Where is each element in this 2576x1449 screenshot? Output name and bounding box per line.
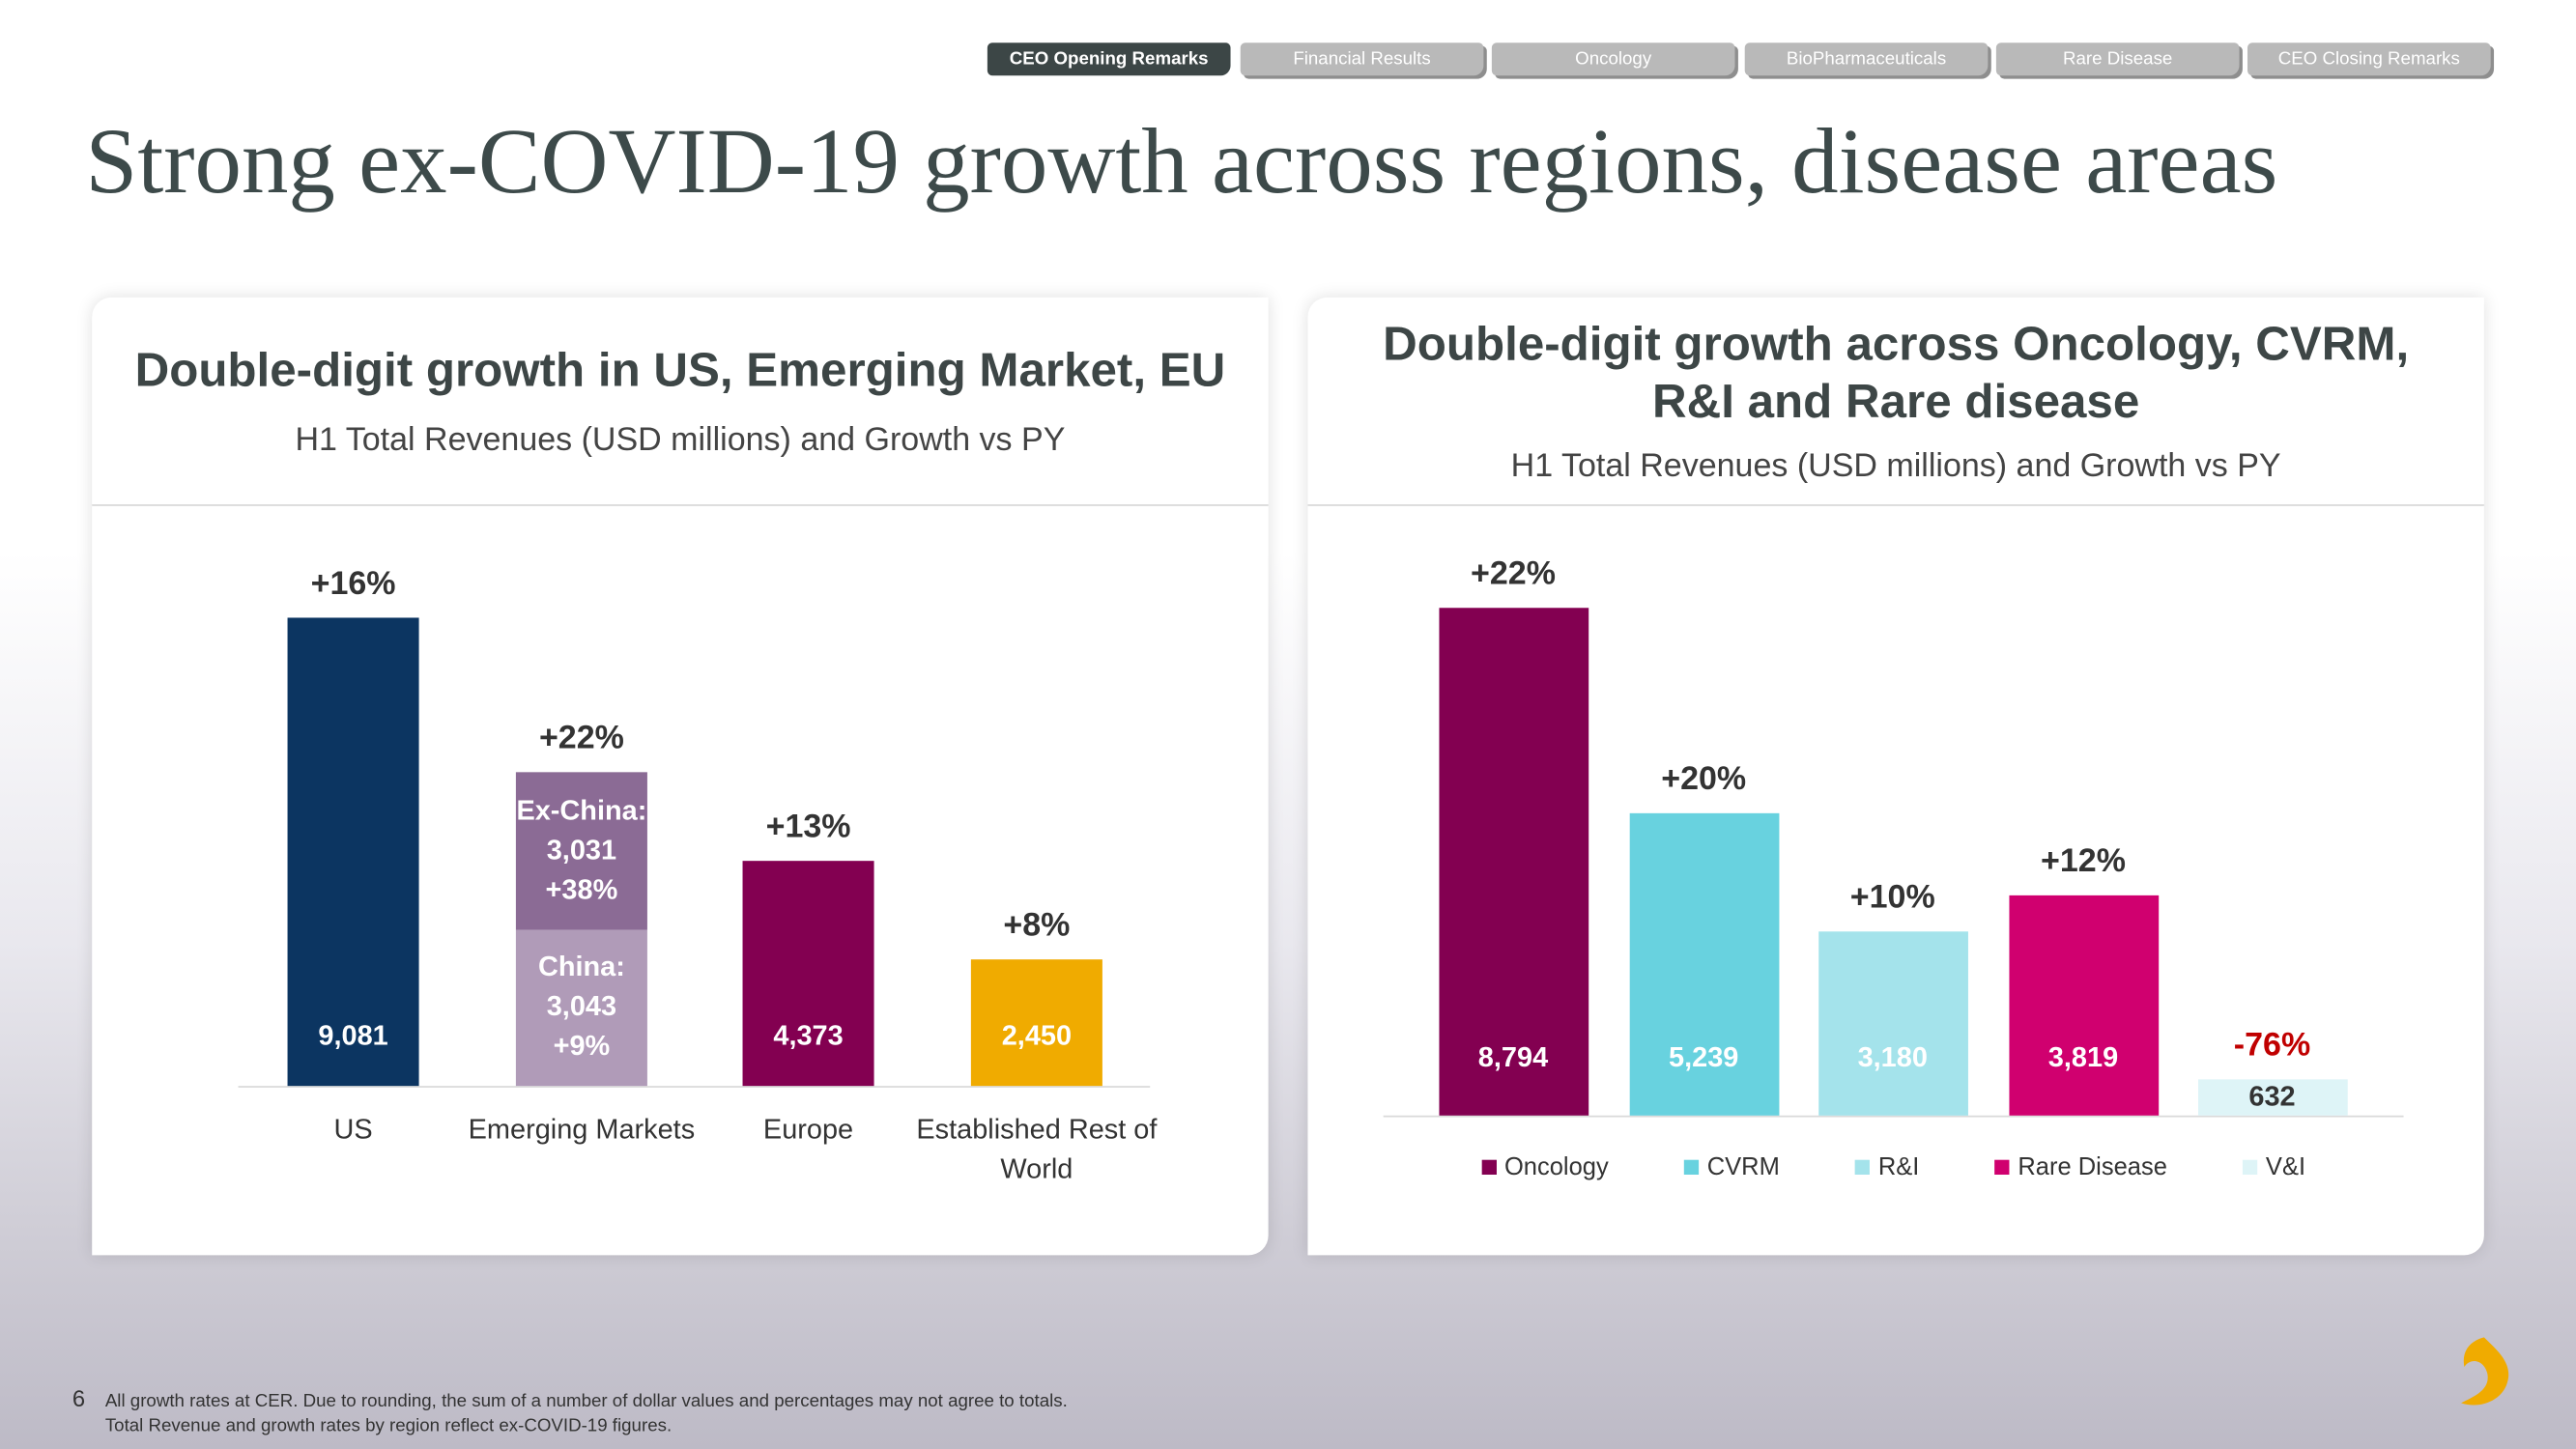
separator: [92, 504, 1269, 506]
footnotes: All growth rates at CER. Due to rounding…: [105, 1390, 1068, 1439]
segment-name: Ex-China:: [516, 795, 647, 827]
legend: Oncology CVRM R&I Rare Disease V&I: [1384, 1150, 2404, 1182]
x-tick-label: US: [333, 1114, 373, 1146]
chart-title: Double-digit growth across Oncology, CVR…: [1383, 318, 2410, 429]
axis-line: [1383, 1115, 2404, 1118]
growth-label: +20%: [1661, 761, 1747, 798]
bar: [970, 959, 1102, 1087]
segment-growth-label: +38%: [545, 873, 618, 906]
growth-label: -76%: [2233, 1027, 2311, 1064]
segment-value-label: 3,043: [546, 990, 617, 1023]
bar: [2197, 1078, 2347, 1116]
logo: [2461, 1337, 2509, 1406]
growth-label: +10%: [1849, 880, 1935, 917]
bar: [287, 617, 419, 1087]
x-tick-label: Europe: [762, 1114, 854, 1146]
bar-segment: [515, 928, 647, 1087]
nav-tab[interactable]: Financial Results: [1240, 43, 1484, 76]
value-label: 4,373: [773, 1020, 844, 1052]
nav-tab[interactable]: BioPharmaceuticals: [1744, 43, 1989, 76]
nav-tab[interactable]: CEO Opening Remarks: [987, 43, 1231, 76]
footnote-line: Total Revenue and growth rates by region…: [104, 1416, 673, 1436]
segment-value-label: 3,031: [546, 834, 617, 867]
segment-name: China:: [537, 952, 625, 983]
legend-label: Rare Disease: [2018, 1152, 2167, 1180]
legend-item: V&I: [2243, 1152, 2305, 1180]
bar: [1438, 608, 1589, 1116]
growth-label: +8%: [1003, 907, 1071, 945]
slide-title: Strong ex-COVID-19 growth across regions…: [85, 109, 2278, 214]
legend-item: Rare Disease: [1994, 1152, 2167, 1180]
legend-swatch: [1994, 1158, 2010, 1175]
value-label: 9,081: [318, 1020, 388, 1052]
legend-swatch: [2243, 1158, 2258, 1175]
footnote-line: All growth rates at CER. Due to rounding…: [104, 1391, 1068, 1411]
legend-swatch: [1481, 1158, 1497, 1175]
growth-label: +12%: [2041, 842, 2126, 880]
legend-label: Oncology: [1503, 1152, 1609, 1180]
axis-line: [238, 1086, 1151, 1088]
bar: [1628, 812, 1779, 1116]
legend-item: CVRM: [1683, 1152, 1780, 1180]
legend-item: R&I: [1855, 1152, 1919, 1180]
page-number: 6: [72, 1384, 86, 1411]
growth-label: +16%: [310, 565, 396, 603]
legend-label: V&I: [2265, 1152, 2306, 1180]
value-label: 8,794: [1477, 1041, 1549, 1073]
legend-swatch: [1855, 1158, 1871, 1175]
growth-label: +13%: [765, 809, 851, 845]
bar-segment: [515, 772, 647, 929]
bar: [1818, 931, 1968, 1116]
growth-label: +22%: [1471, 555, 1556, 593]
value-label: 2,450: [1001, 1020, 1073, 1052]
legend-item: Oncology: [1481, 1152, 1609, 1180]
nav-tab[interactable]: CEO Closing Remarks: [2247, 43, 2491, 76]
value-label: 3,819: [2047, 1041, 2119, 1073]
x-tick-label: Emerging Markets: [468, 1114, 696, 1146]
value-label: 632: [2248, 1080, 2296, 1113]
bar: [2008, 895, 2159, 1116]
legend-swatch: [1683, 1158, 1700, 1175]
chart-subtitle: H1 Total Revenues (USD millions) and Gro…: [1510, 448, 2281, 485]
x-tick-label: Established Rest of World: [916, 1114, 1158, 1185]
segment-growth-label: +9%: [553, 1030, 611, 1063]
separator: [1307, 504, 2484, 506]
growth-label: +22%: [538, 721, 624, 757]
legend-label: R&I: [1877, 1152, 1920, 1180]
nav-tab[interactable]: Rare Disease: [1995, 43, 2240, 76]
chart-subtitle: H1 Total Revenues (USD millions) and Gro…: [295, 422, 1066, 459]
chart-title: Double-digit growth in US, Emerging Mark…: [134, 345, 1226, 398]
legend-label: CVRM: [1706, 1152, 1780, 1180]
value-label: 3,180: [1857, 1041, 1928, 1073]
nav-tab[interactable]: Oncology: [1491, 43, 1735, 76]
bar: [742, 860, 874, 1087]
value-label: 5,239: [1669, 1041, 1739, 1073]
